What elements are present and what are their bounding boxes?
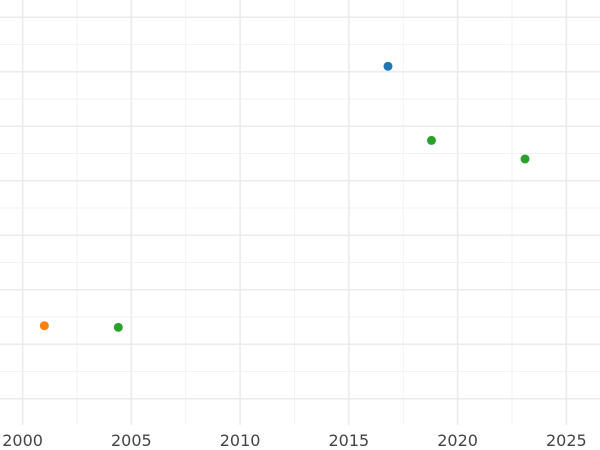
data-point[interactable] <box>383 61 393 71</box>
grid <box>0 0 600 425</box>
x-tick-label: 2000 <box>2 431 43 450</box>
data-point[interactable] <box>113 322 123 332</box>
x-tick-label: 2025 <box>546 431 587 450</box>
data-points <box>39 61 530 332</box>
data-point[interactable] <box>427 135 436 145</box>
x-tick-label: 2010 <box>220 431 261 450</box>
x-tick-label: 2005 <box>111 431 152 450</box>
data-point[interactable] <box>39 321 49 331</box>
x-tick-labels: 2000 2005 2010 2015 2020 2025 <box>2 431 586 450</box>
data-point[interactable] <box>520 154 530 164</box>
x-tick-label: 2020 <box>437 431 478 450</box>
x-tick-label: 2015 <box>328 431 369 450</box>
